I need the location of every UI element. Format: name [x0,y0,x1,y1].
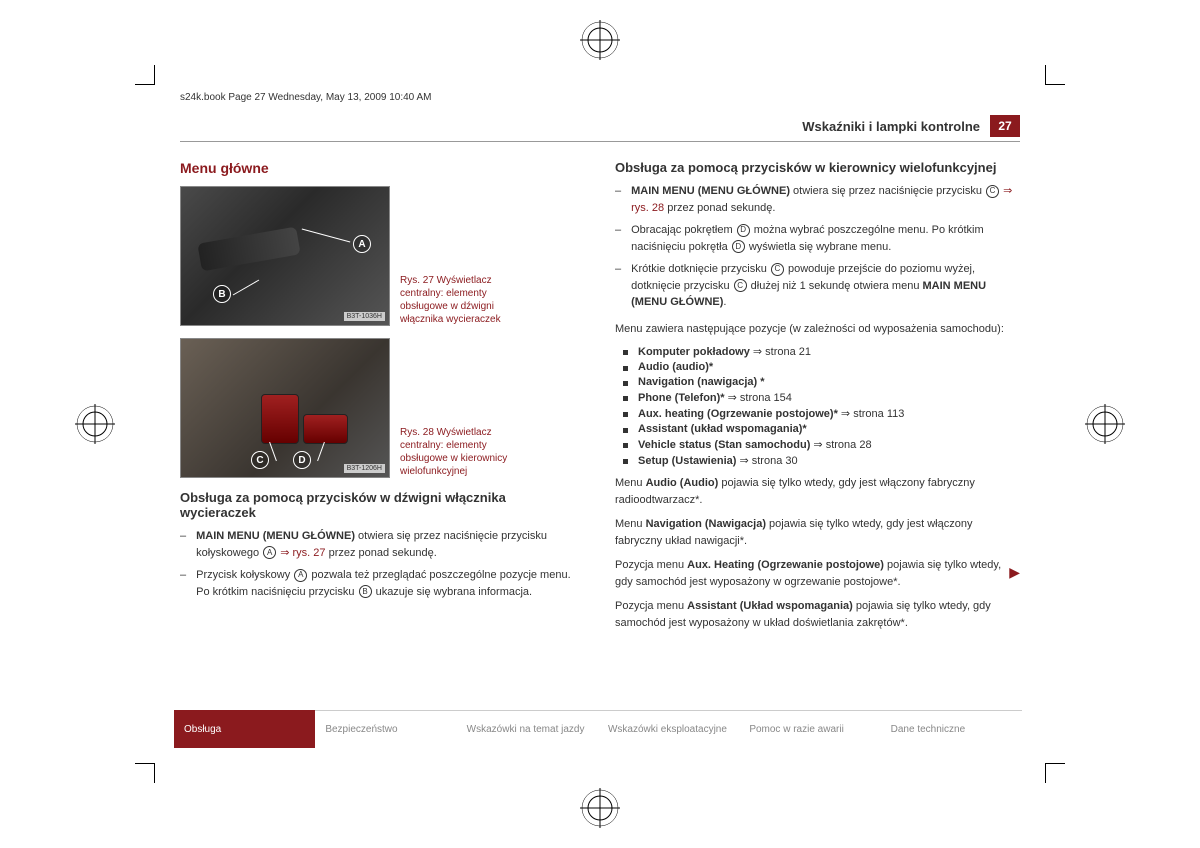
header-title: Wskaźniki i lampki kontrolne [802,119,980,134]
footer-tabs: Obsługa Bezpieczeństwo Wskazówki na tema… [174,710,1022,748]
bullet-list: Komputer pokładowy ⇒ strona 21 Audio (aud… [615,345,1020,467]
list-item: – Krótkie dotknięcie przycisku C powoduj… [615,261,1020,311]
tab-wskazowki-jazdy[interactable]: Wskazówki na temat jazdy [457,710,598,748]
list-item: – MAIN MENU (MENU GŁÓWNE) otwiera się pr… [615,183,1020,216]
figure-27-caption: Rys. 27 Wyświetlacz centralny: elementy … [400,274,520,326]
page-content: Wskaźniki i lampki kontrolne 27 Menu głó… [180,115,1020,639]
paragraph: Pozycja menu Assistant (Układ wspomagani… [615,598,1020,631]
bullet-item: Assistant (układ wspomagania)* [615,423,1020,435]
callout-c: C [251,451,269,469]
tab-pomoc[interactable]: Pomoc w razie awarii [739,710,880,748]
letter-badge-b: B [359,585,372,598]
paragraph: Menu Audio (Audio) pojawia się tylko wte… [615,475,1020,508]
text-bold: MAIN MENU (MENU GŁÓWNE) [196,530,355,542]
registration-mark [580,20,620,60]
bullet-item: Komputer pokładowy ⇒ strona 21 [615,345,1020,358]
tab-obsluga[interactable]: Obsługa [174,710,315,748]
figure-watermark: B3T-1036H [344,312,385,321]
letter-badge-c: C [771,263,784,276]
figure-27-image: A B B3T-1036H [180,186,390,326]
crop-mark [135,65,155,85]
page-number: 27 [990,115,1020,137]
callout-d: D [293,451,311,469]
tab-bezpieczenstwo[interactable]: Bezpieczeństwo [315,710,456,748]
bullet-item: Aux. heating (Ogrzewanie postojowe)* ⇒ s… [615,407,1020,420]
sub-heading: Obsługa za pomocą przycisków w dźwigni w… [180,490,585,520]
right-column: Obsługa za pomocą przycisków w kierownic… [615,160,1020,639]
crop-mark [1045,65,1065,85]
letter-badge-d: D [732,240,745,253]
crop-mark [1045,763,1065,783]
bullet-item: Vehicle status (Stan samochodu) ⇒ strona… [615,438,1020,451]
registration-mark [1085,404,1125,444]
registration-mark [580,788,620,828]
bullet-item: Setup (Ustawienia) ⇒ strona 30 [615,454,1020,467]
figure-27: A B B3T-1036H Rys. 27 Wyświetlacz centra… [180,186,585,326]
page-header: Wskaźniki i lampki kontrolne 27 [180,115,1020,142]
letter-badge-c: C [986,185,999,198]
bullet-item: Navigation (nawigacja) * [615,376,1020,388]
continue-arrow-icon: ▶ [1009,564,1020,581]
registration-mark [75,404,115,444]
section-title: Menu główne [180,160,585,176]
paragraph: Pozycja menu Aux. Heating (Ogrzewanie po… [615,557,1020,590]
crop-mark [135,763,155,783]
letter-badge-d: D [737,224,750,237]
tab-wskazowki-eksploatacyjne[interactable]: Wskazówki eksploatacyjne [598,710,739,748]
figure-28-image: C D B3T-1206H [180,338,390,478]
bullet-item: Audio (audio)* [615,361,1020,373]
paragraph: Menu zawiera następujące pozycje (w zale… [615,321,1020,338]
paragraph: Menu Navigation (Nawigacja) pojawia się … [615,516,1020,549]
book-meta-line: s24k.book Page 27 Wednesday, May 13, 200… [180,92,431,103]
sub-heading: Obsługa za pomocą przycisków w kierownic… [615,160,1020,175]
letter-badge-a: A [263,546,276,559]
left-column: Menu główne A B B3T-1036H Rys. 27 Wyświe… [180,160,585,639]
letter-badge-c: C [734,279,747,292]
figure-28-caption: Rys. 28 Wyświetlacz centralny: elementy … [400,426,520,478]
list-item: – Przycisk kołyskowy A pozwala też przeg… [180,567,585,600]
list-item: – Obracając pokrętłem D można wybrać pos… [615,222,1020,255]
cross-ref: ⇒ rys. 27 [277,547,325,559]
callout-a: A [353,235,371,253]
letter-badge-a: A [294,569,307,582]
tab-dane-techniczne[interactable]: Dane techniczne [881,710,1022,748]
bullet-item: Phone (Telefon)* ⇒ strona 154 [615,391,1020,404]
callout-b: B [213,285,231,303]
figure-28: C D B3T-1206H Rys. 28 Wyświetlacz centra… [180,338,585,478]
figure-watermark: B3T-1206H [344,464,385,473]
list-item: – MAIN MENU (MENU GŁÓWNE) otwiera się pr… [180,528,585,561]
